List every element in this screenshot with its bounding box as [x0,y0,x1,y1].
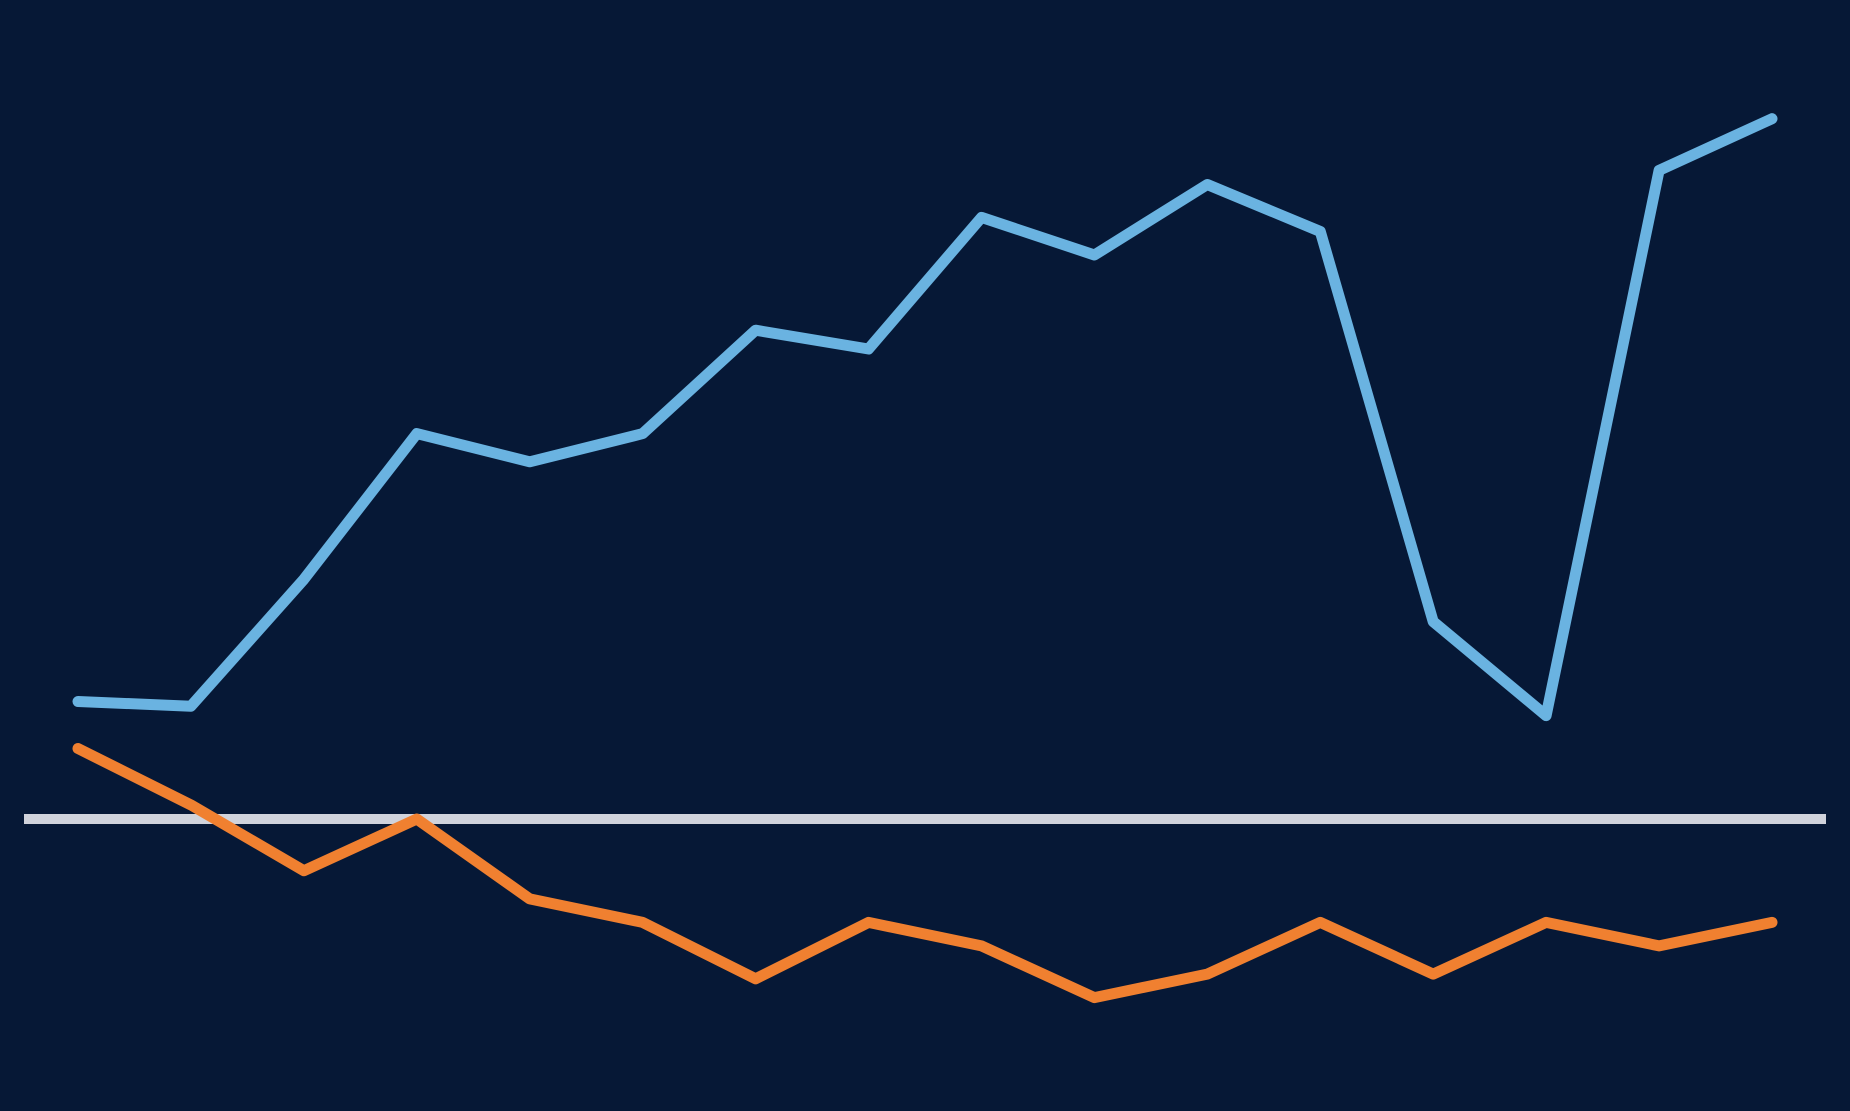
series-line-1 [72,113,1778,722]
series-line-2 [72,743,1778,1004]
series-layer [72,113,1778,1004]
